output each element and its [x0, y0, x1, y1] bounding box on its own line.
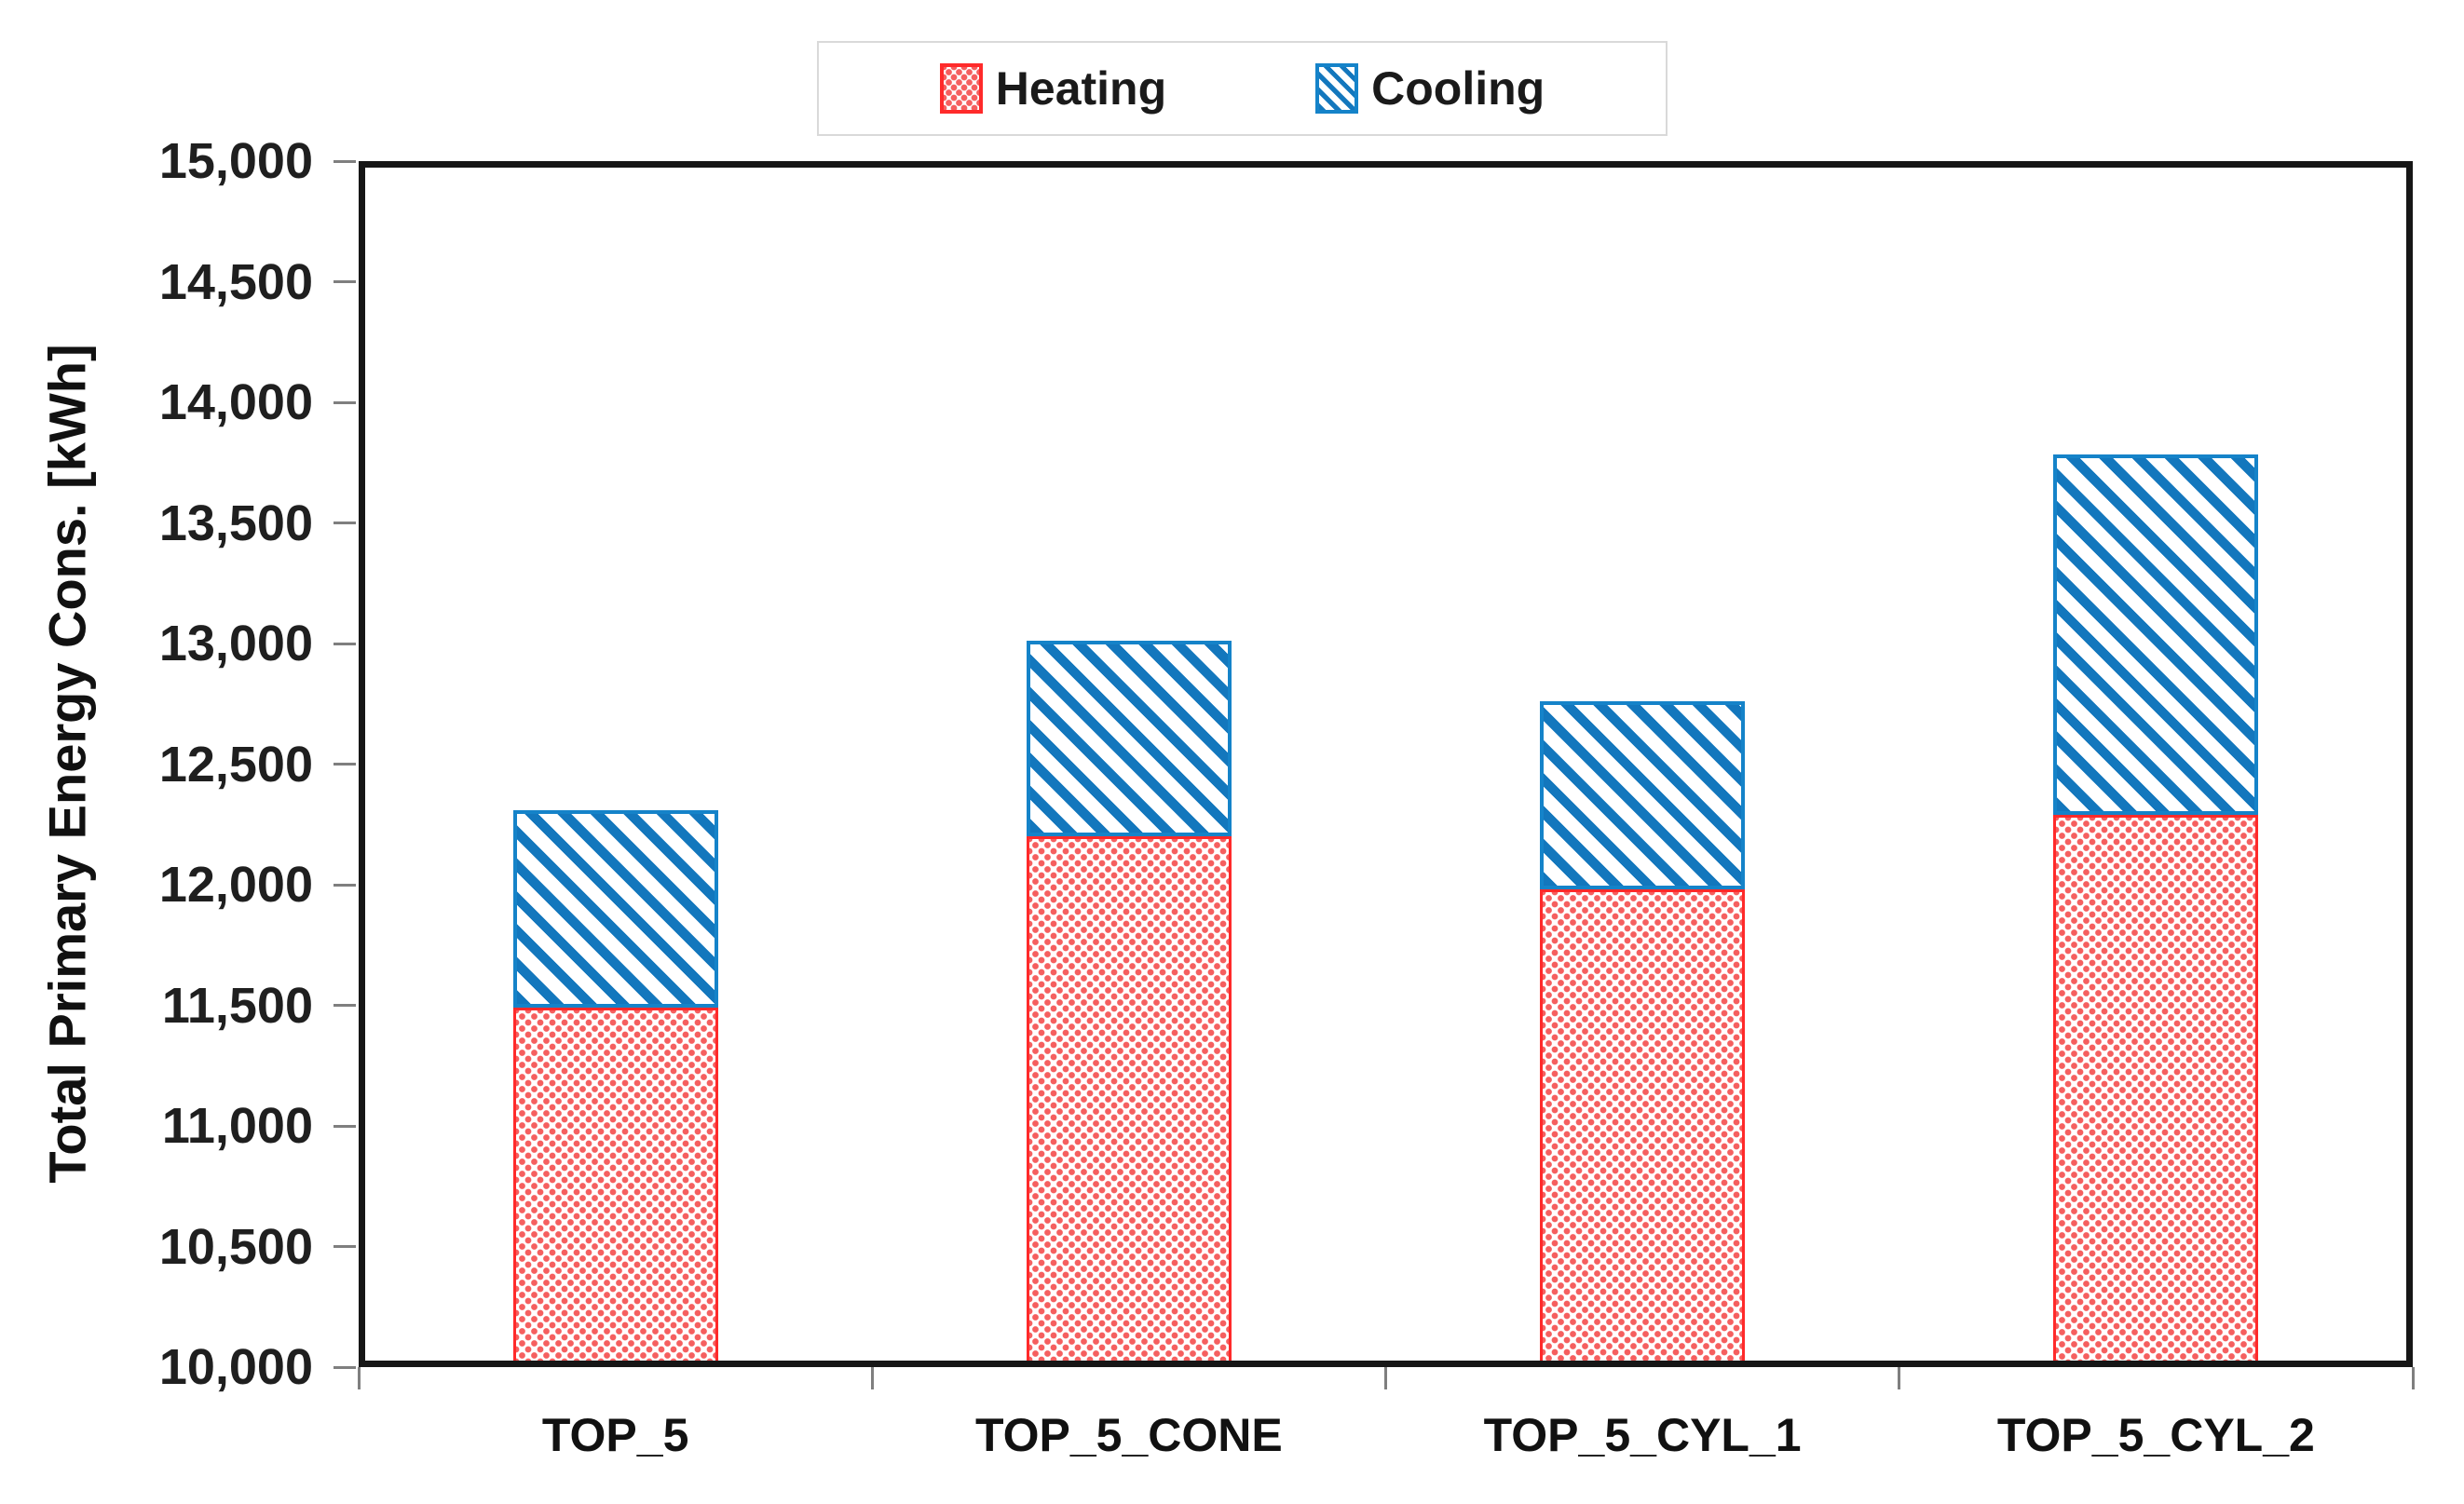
- x-axis-category-label: TOP_5_CYL_2: [1996, 1409, 2315, 1461]
- y-axis-tick-label: 14,500: [158, 253, 313, 310]
- y-axis-tick-label: 15,000: [158, 133, 313, 189]
- x-axis-category-label: TOP_5_CONE: [974, 1409, 1283, 1461]
- y-axis-tick-mark: [334, 280, 356, 283]
- y-axis-tick-label: 12,000: [158, 857, 313, 913]
- y-axis-tick-label: 13,500: [158, 495, 313, 551]
- bar-segment-heating-top_5_cone: [1026, 836, 1232, 1367]
- bar-segment-cooling-top_5_cone: [1026, 641, 1232, 837]
- y-axis-tick-mark: [334, 522, 356, 524]
- y-axis-tick-label: 12,500: [158, 736, 313, 793]
- x-axis-tick-mark: [870, 1367, 874, 1389]
- bar-segment-heating-top_5_cyl_2: [2053, 814, 2259, 1367]
- bar-segment-cooling-top_5_cyl_1: [1540, 701, 1746, 890]
- legend-item-cooling: Cooling: [1315, 63, 1545, 114]
- y-axis-tick-mark: [334, 400, 356, 404]
- y-axis-tick-mark: [334, 883, 356, 887]
- bar-segment-heating-top_5: [512, 1008, 718, 1367]
- x-axis-tick-mark: [2411, 1367, 2415, 1389]
- y-axis-tick-label: 13,000: [158, 616, 313, 671]
- y-axis-tick-mark: [334, 642, 356, 645]
- x-axis-category-label: TOP_5: [541, 1409, 689, 1461]
- y-axis-tick-label: 11,000: [161, 1098, 313, 1154]
- y-axis-tick-mark: [334, 1124, 356, 1128]
- y-axis-tick-label: 10,500: [158, 1218, 313, 1275]
- x-axis-tick-mark: [357, 1367, 361, 1389]
- y-axis-tick-mark: [334, 1004, 356, 1007]
- heating-swatch-icon: [939, 63, 983, 114]
- y-axis-tick-mark: [334, 1365, 356, 1369]
- bar-segment-cooling-top_5_cyl_2: [2053, 454, 2259, 815]
- bar-segment-heating-top_5_cyl_1: [1540, 889, 1746, 1367]
- y-axis-tick-mark: [334, 159, 356, 163]
- y-axis-tick-mark: [334, 763, 356, 766]
- y-axis-tick-mark: [334, 1245, 356, 1248]
- x-axis-category-label: TOP_5_CYL_1: [1483, 1409, 1802, 1461]
- x-axis-tick-mark: [1898, 1367, 1901, 1389]
- legend-item-heating: Heating: [939, 62, 1167, 115]
- cooling-swatch-icon: [1315, 63, 1359, 114]
- legend-label-cooling: Cooling: [1371, 62, 1545, 115]
- bar-segment-cooling-top_5: [512, 809, 718, 1009]
- x-axis-tick-mark: [1384, 1367, 1387, 1389]
- y-axis-tick-label: 11,500: [161, 977, 313, 1034]
- y-axis-tick-label: 10,000: [158, 1339, 313, 1395]
- y-axis-tick-label: 14,000: [158, 374, 313, 430]
- chart-legend: Heating Cooling: [817, 41, 1668, 136]
- legend-label-heating: Heating: [995, 62, 1167, 115]
